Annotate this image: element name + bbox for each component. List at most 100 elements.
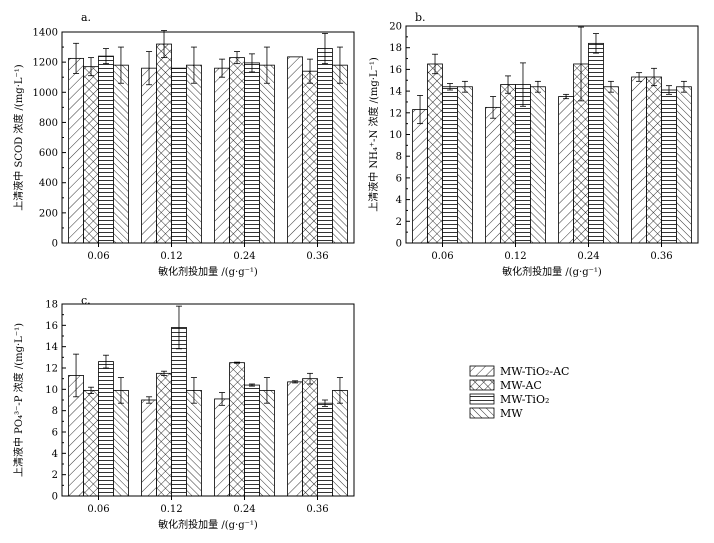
bar-3-MW-0.36 — [332, 389, 348, 497]
x-tick-label: 0.06 — [431, 251, 453, 262]
x-tick-label: 0.24 — [577, 251, 599, 262]
bar-2-MW-0.06 — [457, 86, 473, 244]
bar-3-MW-AC-0.36 — [302, 378, 318, 497]
y-tick-label: 10 — [389, 130, 402, 141]
legend-swatch — [469, 379, 495, 391]
x-tick-label: 0.12 — [504, 251, 526, 262]
y-tick-label: 14 — [45, 342, 58, 353]
legend-swatch — [469, 407, 495, 419]
bar-2-MW-0.12 — [530, 86, 546, 244]
bar-3-MW-AC-0.12 — [156, 372, 172, 497]
bar-2-MW-TiO2-0.36 — [661, 89, 677, 244]
bar-3-MW-TiO2-0.12 — [171, 327, 187, 497]
bar-1-MW-TiO2-AC-0.06 — [68, 57, 84, 244]
panel-label: a. — [81, 11, 91, 24]
x-axis-label: 敏化剂投加量 /(g·g⁻¹) — [502, 265, 602, 278]
x-axis-label: 敏化剂投加量 /(g·g⁻¹) — [158, 265, 258, 278]
y-tick-label: 2 — [396, 217, 402, 228]
bar-3-MW-AC-0.06 — [83, 389, 99, 497]
bar-2-MW-TiO2-AC-0.24 — [558, 96, 574, 244]
bar-2-MW-AC-0.12 — [500, 84, 516, 244]
legend-swatch — [469, 365, 495, 377]
x-tick-label: 0.12 — [160, 504, 182, 515]
bar-1-MW-TiO2-0.06 — [98, 55, 114, 244]
legend-label: MW — [500, 407, 523, 420]
bar-3-MW-TiO2-0.06 — [98, 361, 114, 497]
x-tick-label: 0.24 — [233, 251, 255, 262]
x-axis-label: 敏化剂投加量 /(g·g⁻¹) — [158, 518, 258, 531]
legend-label: MW-TiO₂ — [500, 393, 549, 406]
x-tick-label: 0.24 — [233, 504, 255, 515]
y-tick-label: 8 — [396, 152, 402, 163]
y-tick-label: 10 — [45, 385, 58, 396]
y-tick-label: 8 — [52, 406, 58, 417]
legend-label: MW-TiO₂-AC — [500, 365, 569, 378]
y-tick-label: 6 — [396, 173, 402, 184]
bar-1-MW-TiO2-0.24 — [244, 62, 260, 244]
x-tick-label: 0.36 — [650, 251, 672, 262]
bar-2-MW-0.24 — [603, 86, 619, 244]
bar-2-MW-TiO2-0.12 — [515, 84, 531, 244]
chart-panel-3: 0 2 4 6 8 10 12 14 16 18 0.06 0.12 0.24 0.36 c. 敏化剂投加量 … — [12, 294, 355, 531]
bar-1-MW-0.36 — [332, 64, 348, 244]
bar-1-MW-0.24 — [259, 64, 275, 244]
panel-label: c. — [81, 294, 91, 307]
y-tick-label: 18 — [389, 43, 402, 54]
y-tick-label: 20 — [389, 22, 402, 33]
bar-1-MW-TiO2-0.36 — [317, 48, 333, 244]
bar-3-MW-0.06 — [113, 389, 129, 497]
x-tick-label: 0.06 — [87, 251, 109, 262]
bar-1-MW-0.06 — [113, 64, 129, 244]
bar-2-MW-TiO2-0.06 — [442, 86, 458, 244]
bar-3-MW-0.12 — [186, 389, 202, 497]
bar-1-MW-AC-0.24 — [229, 57, 245, 244]
y-tick-label: 1400 — [33, 28, 58, 39]
bar-2-MW-0.36 — [676, 86, 692, 244]
bar-3-MW-TiO2-AC-0.24 — [214, 398, 230, 497]
y-tick-label: 0 — [52, 492, 58, 503]
y-tick-label: 0 — [52, 239, 58, 250]
bar-1-MW-AC-0.36 — [302, 70, 318, 244]
y-tick-label: 12 — [45, 364, 58, 375]
bar-3-MW-AC-0.24 — [229, 362, 245, 497]
x-tick-label: 0.36 — [306, 504, 328, 515]
bar-1-MW-0.12 — [186, 64, 202, 244]
y-tick-label: 2 — [52, 470, 58, 481]
bar-1-MW-TiO2-AC-0.36 — [287, 56, 303, 244]
bar-2-MW-TiO2-AC-0.12 — [485, 106, 501, 244]
y-tick-label: 16 — [389, 65, 402, 76]
chart-panel-2: 0 2 4 6 8 10 12 14 16 18 20 0.06 0.12 0.24 0.36 b. 敏化剂投加… — [367, 11, 699, 278]
bar-1-MW-TiO2-0.12 — [171, 67, 187, 244]
bar-1-MW-AC-0.12 — [156, 43, 172, 244]
bar-3-MW-TiO2-AC-0.12 — [141, 399, 157, 497]
y-tick-label: 1000 — [33, 88, 58, 99]
bar-1-MW-TiO2-AC-0.12 — [141, 67, 157, 244]
y-tick-label: 400 — [39, 178, 58, 189]
bar-3-MW-TiO2-0.36 — [317, 402, 333, 497]
y-axis-label: 上清液中 SCOD 浓度 /(mg·L⁻¹) — [12, 64, 25, 211]
y-axis-label: 上清液中 PO₄³⁻-P 浓度 /(mg·L⁻¹) — [12, 323, 25, 477]
bar-2-MW-AC-0.36 — [646, 76, 662, 244]
x-tick-label: 0.12 — [160, 251, 182, 262]
y-axis-label: 上清液中 NH₄⁺-N 浓度 /(mg·L⁻¹) — [367, 57, 380, 212]
x-tick-label: 0.06 — [87, 504, 109, 515]
y-tick-label: 14 — [389, 87, 402, 98]
chart-panel-1: 0 200 400 600 800 1000 1200 1400 0.06 0.12 0.24 0.3… — [12, 11, 355, 278]
bar-3-MW-TiO2-AC-0.36 — [287, 381, 303, 497]
y-tick-label: 4 — [396, 195, 402, 206]
y-tick-label: 16 — [45, 321, 58, 332]
y-tick-label: 12 — [389, 108, 402, 119]
bar-2-MW-TiO2-AC-0.06 — [412, 109, 428, 244]
y-tick-label: 200 — [39, 208, 58, 219]
bar-2-MW-TiO2-AC-0.36 — [631, 76, 647, 244]
panel-label: b. — [415, 11, 426, 24]
y-tick-label: 800 — [39, 118, 58, 129]
y-tick-label: 0 — [396, 239, 402, 250]
y-tick-label: 4 — [52, 449, 58, 460]
x-tick-label: 0.36 — [306, 251, 328, 262]
legend-swatch — [469, 393, 495, 405]
y-tick-label: 600 — [39, 148, 58, 159]
y-tick-label: 1200 — [33, 58, 58, 69]
bar-3-MW-TiO2-0.24 — [244, 384, 260, 497]
